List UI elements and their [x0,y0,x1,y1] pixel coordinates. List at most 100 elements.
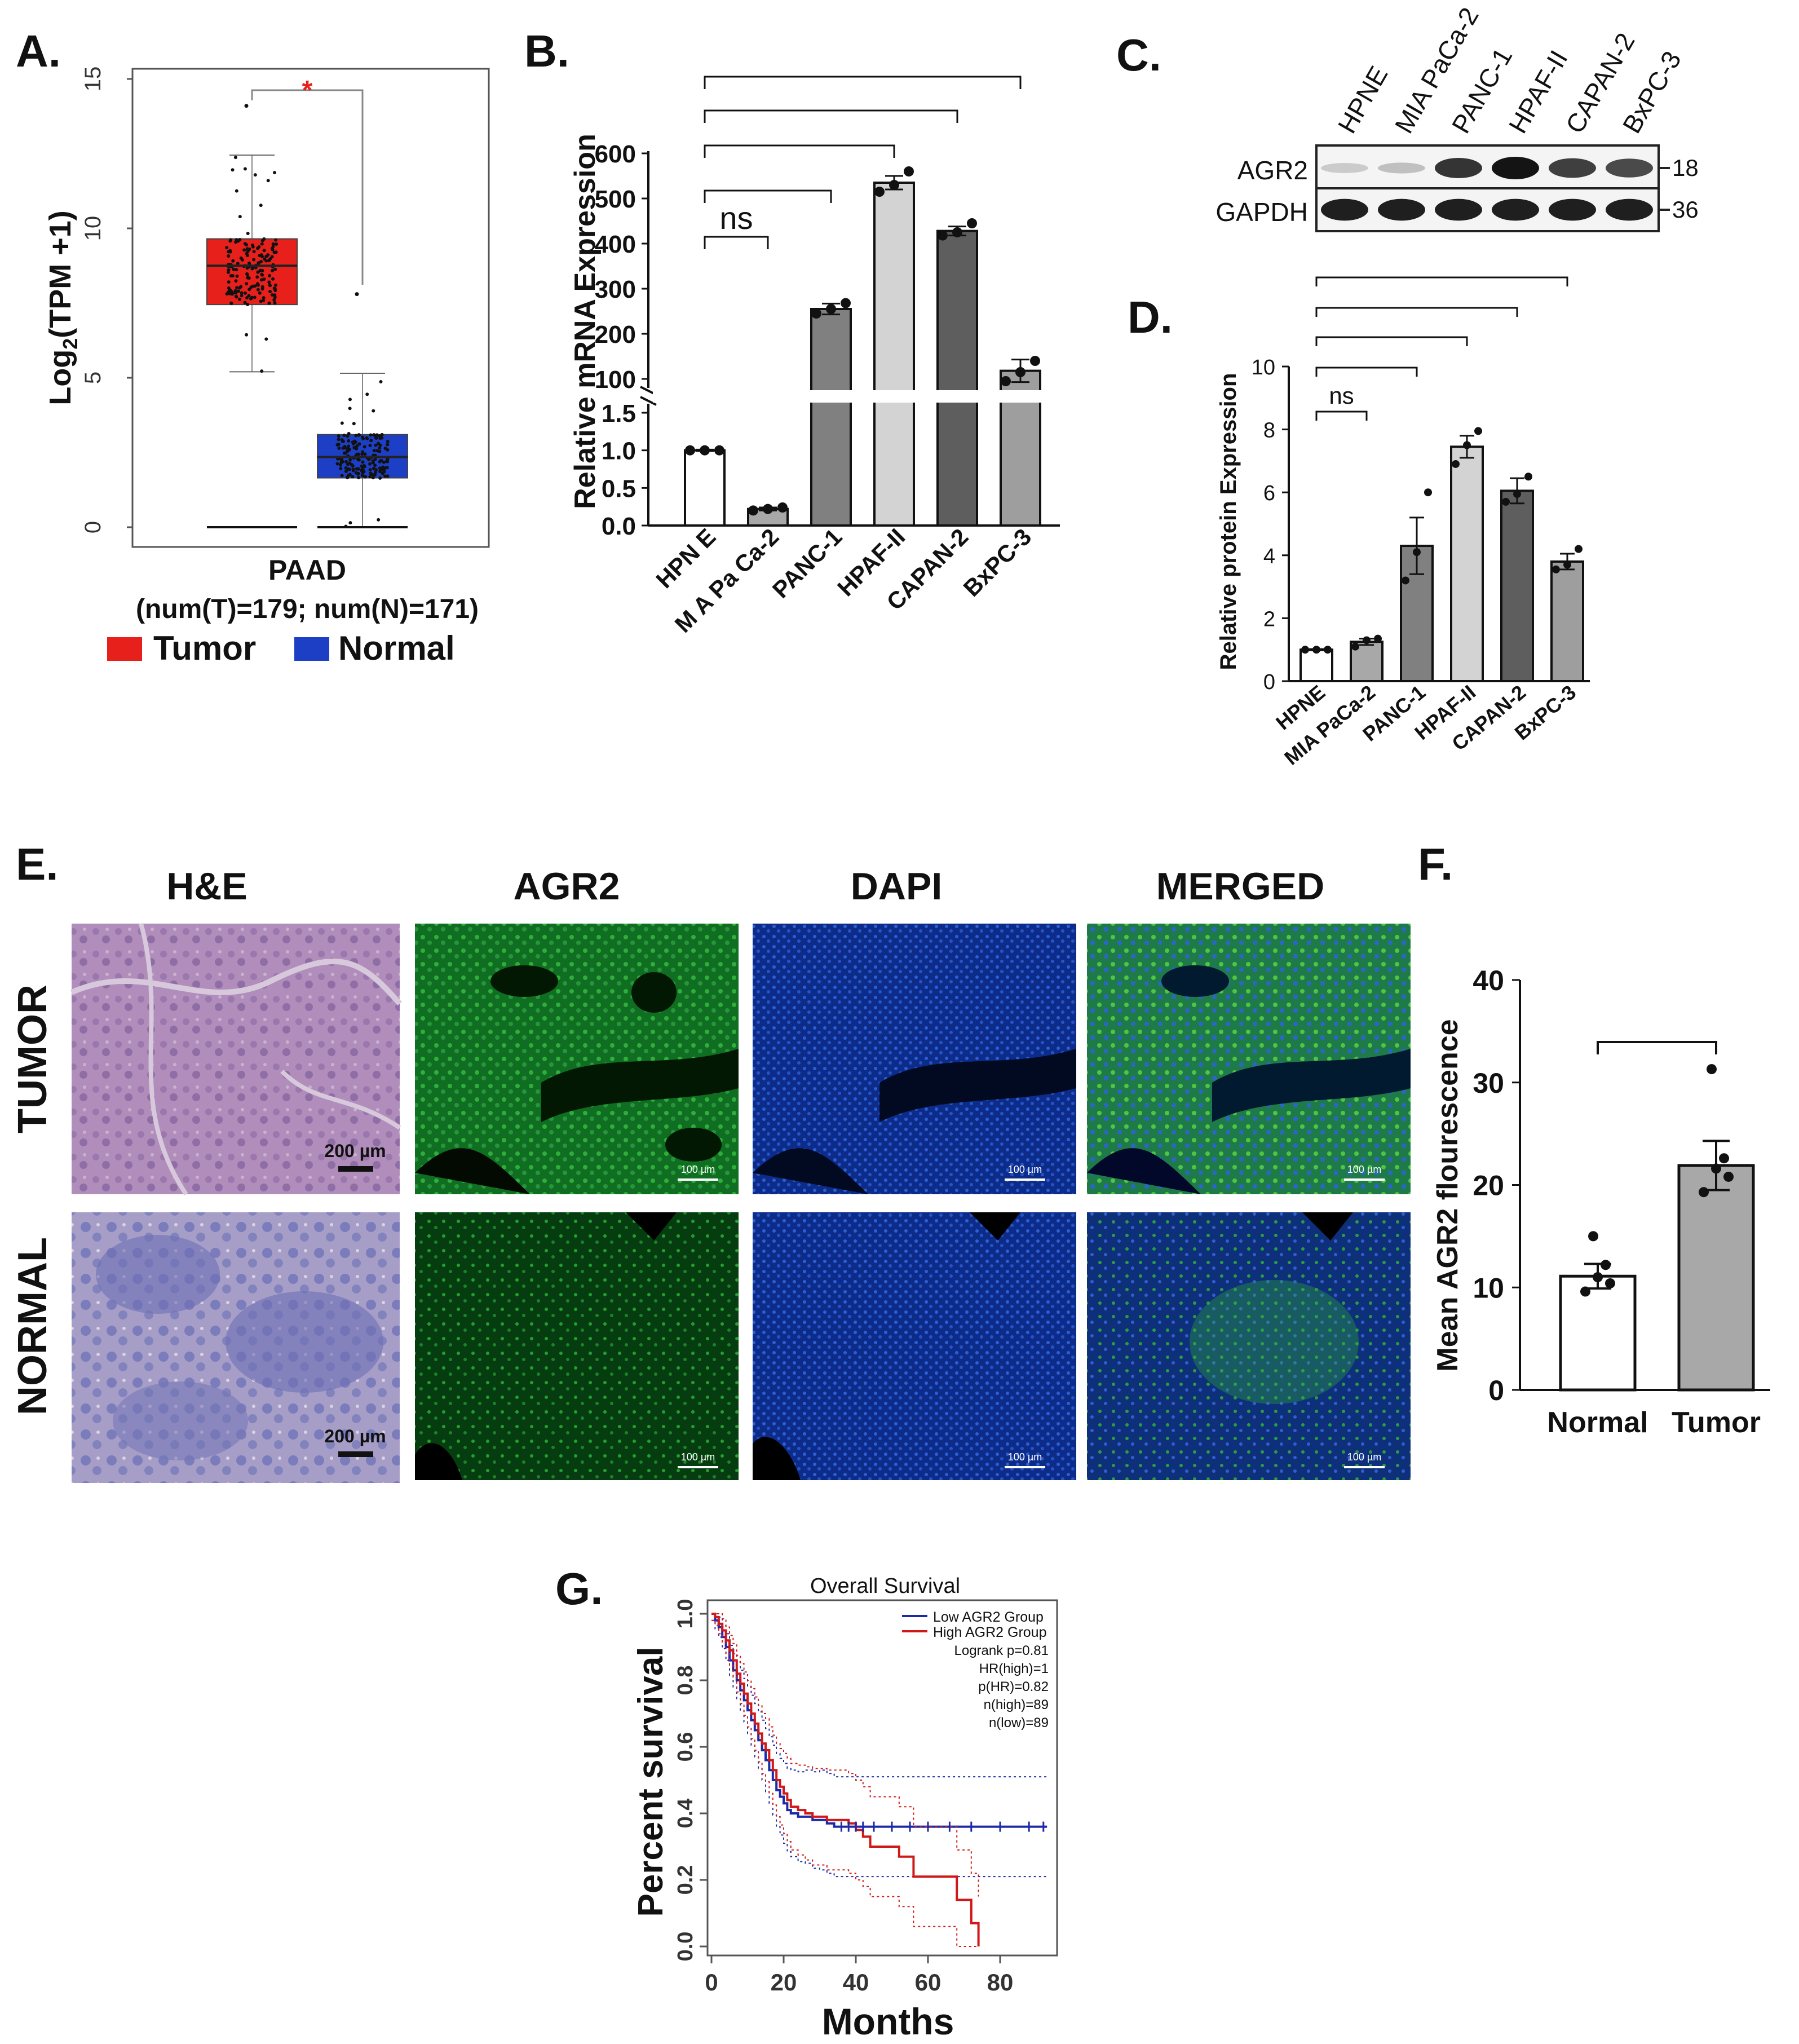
box-jitter-point [361,469,365,473]
box-jitter-point [232,267,236,271]
blot-lane-label: HPNE [1332,61,1394,138]
box-jitter-point [246,276,250,280]
data-point [889,180,899,190]
box-jitter-point [351,467,355,471]
box-jitter-point [341,460,344,463]
panel-b-ytick-label: 400 [595,231,636,258]
box-jitter-point [272,298,276,302]
panel-g-xtick-label: 80 [987,1969,1014,1996]
box-jitter-point [270,269,274,273]
box-jitter-point [357,458,361,462]
box-jitter-point [275,242,279,246]
svg-text:100 µm: 100 µm [1347,1164,1381,1175]
box-jitter-point [355,467,359,471]
panel-g-ytick-label: 0.8 [674,1666,697,1696]
stat-p-hr: p(HR)=0.82 [978,1679,1049,1694]
xtick-label-normal: Normal [1547,1406,1648,1439]
blot-marker-18: 18 [1672,154,1699,181]
data-point [1711,1163,1721,1174]
box-jitter-point [368,444,372,448]
row-label-tumor: TUMOR [10,985,55,1133]
box-tumor [206,238,298,306]
box-jitter-point [374,443,378,447]
box-jitter-point [382,460,386,464]
panel-a-ytick-label: 0 [81,521,105,533]
significance-bracket [704,144,895,158]
significance-bracket [1315,276,1568,286]
panel-a-ylabel: Log2(TPM +1) [43,210,82,405]
panel-label-e: E. [16,839,59,889]
bar-hpaf-ii [873,182,915,527]
box-jitter-point [348,473,352,476]
box-jitter-point [253,295,257,299]
data-point [1723,1171,1734,1182]
box-jitter-point [372,449,376,453]
box-jitter-point [228,249,232,253]
box-jitter-point [259,260,263,264]
bar-tumor [1677,1164,1755,1392]
panel-g-ytick-label: 0.4 [674,1799,697,1829]
box-jitter-point [372,473,376,477]
data-point [777,502,788,513]
significance-bracket [704,189,832,203]
box-jitter-point [371,476,375,480]
ci-lower-low [711,1619,1047,1878]
legend-low-agr2: Low AGR2 Group [933,1609,1044,1625]
box-jitter-point [273,293,277,297]
box-jitter-point [385,458,389,462]
panel-g-legend: Low AGR2 Group High AGR2 Group Logrank p… [902,1609,1049,1730]
box-jitter-point [246,231,250,235]
box-jitter-point [347,432,351,436]
data-point [1513,489,1521,498]
box-jitter-point [383,447,387,451]
blot-band-agr2 [1435,157,1482,179]
data-point [1363,636,1371,644]
box-jitter-point [381,465,385,469]
box-jitter-point [344,469,348,473]
panel-g-xtick-label: 0 [705,1969,718,1996]
box-jitter-point [352,445,356,449]
legend-high-agr2: High AGR2 Group [933,1624,1047,1640]
box-jitter-point [268,273,272,277]
box-jitter-point [361,450,365,454]
box-jitter-point [371,461,375,465]
panel-b-ytick-label: 300 [595,276,636,303]
svg-text:200 µm: 200 µm [324,1141,386,1161]
box-jitter-point [386,443,390,447]
xtick-label-tumor: Tumor [1672,1406,1761,1439]
box-jitter-point [256,270,260,274]
panel-a-xlabel: PAAD [268,554,346,586]
bar-bxpc-3 [1550,560,1584,683]
box-jitter-point [247,294,251,298]
data-point [1605,1278,1615,1288]
data-point [1301,646,1309,654]
data-point [700,445,710,456]
box-jitter-point [260,285,264,289]
data-point [1463,441,1471,449]
significance-bracket [704,109,958,123]
box-jitter-point [378,443,382,447]
box-jitter-point [255,275,259,279]
blot-band-agr2 [1378,162,1425,174]
panel-label-d: D. [1128,292,1173,342]
data-point [1413,548,1421,557]
column-title-he: H&E [166,865,247,908]
stat-hr-high: HR(high)=1 [979,1661,1049,1676]
data-point [874,187,885,197]
box-jitter-point [369,433,373,437]
panel-g-ytick-label: 0.0 [674,1932,697,1962]
box-jitter-point [266,253,270,257]
bar-hpn-e [684,449,726,527]
blot-band-agr2 [1549,158,1596,178]
panel-b-ytick-label: 600 [595,140,636,168]
row-label-normal: NORMAL [10,1237,55,1415]
panel-b-ytick-label: 500 [595,186,636,213]
panel-g-xlabel: Months [822,2001,954,2042]
box-jitter-point [243,301,247,304]
box-jitter-point [257,245,261,249]
legend-swatch-normal [294,637,329,661]
box-jitter-point [234,279,238,283]
legend-label-tumor: Tumor [153,629,256,667]
